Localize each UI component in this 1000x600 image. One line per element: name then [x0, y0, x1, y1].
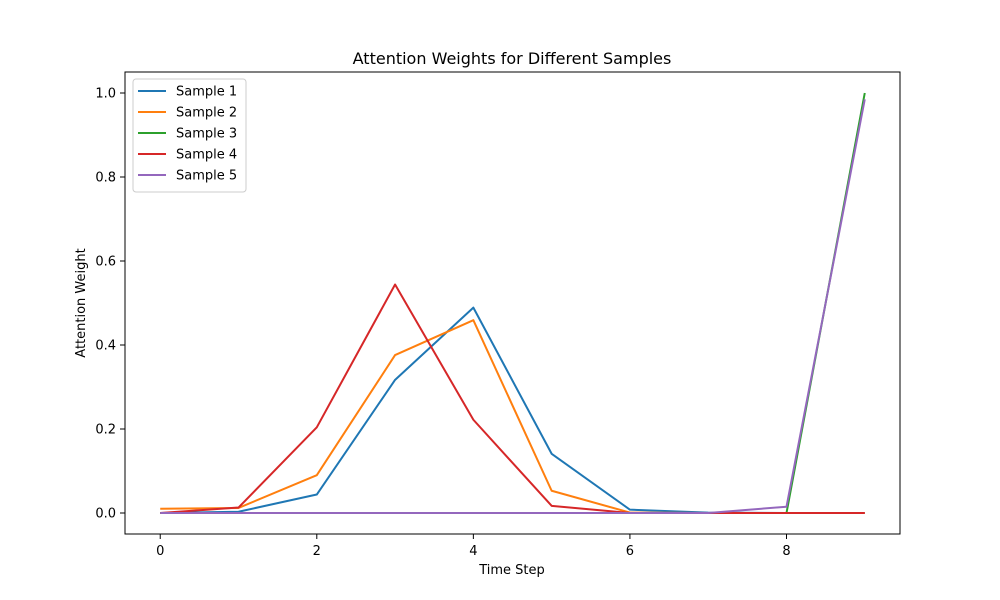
x-tick-label: 2: [313, 544, 321, 559]
series-line-sample-1: [160, 306, 865, 514]
plot-frame: [124, 71, 901, 535]
legend-label-sample-2: Sample 2: [176, 106, 237, 121]
legend: Sample 1 Sample 2 Sample 3 Sample 4 Sample 5: [132, 78, 247, 193]
y-tick-label: 0.8: [95, 171, 116, 186]
legend-label-sample-4: Sample 4: [176, 148, 237, 163]
x-tick-label: 0: [156, 544, 164, 559]
series-line-sample-5: [160, 99, 866, 514]
x-axis-title: Time Step: [478, 563, 545, 578]
y-axis: 0.0 0.2 0.4 0.6 0.8 1.0: [95, 87, 125, 522]
y-axis-title: Attention Weight: [74, 248, 89, 357]
series-line-sample-3: [160, 92, 866, 514]
x-tick-label: 8: [782, 544, 790, 559]
legend-label-sample-1: Sample 1: [176, 85, 237, 100]
y-tick-label: 0.0: [95, 507, 116, 522]
series-layer: [160, 92, 866, 514]
series-line-sample-2: [160, 319, 865, 514]
y-tick-label: 0.6: [95, 255, 116, 270]
series-line-sample-4: [160, 283, 865, 514]
y-tick-label: 0.4: [95, 339, 116, 354]
y-tick-label: 1.0: [95, 87, 116, 102]
y-tick-label: 0.2: [95, 423, 116, 438]
legend-box: [132, 78, 247, 193]
x-tick-label: 4: [469, 544, 477, 559]
x-axis: 0 2 4 6 8: [156, 534, 791, 559]
x-tick-label: 6: [626, 544, 634, 559]
chart-title: Attention Weights for Different Samples: [353, 49, 672, 68]
legend-label-sample-5: Sample 5: [176, 169, 237, 184]
legend-label-sample-3: Sample 3: [176, 127, 237, 142]
